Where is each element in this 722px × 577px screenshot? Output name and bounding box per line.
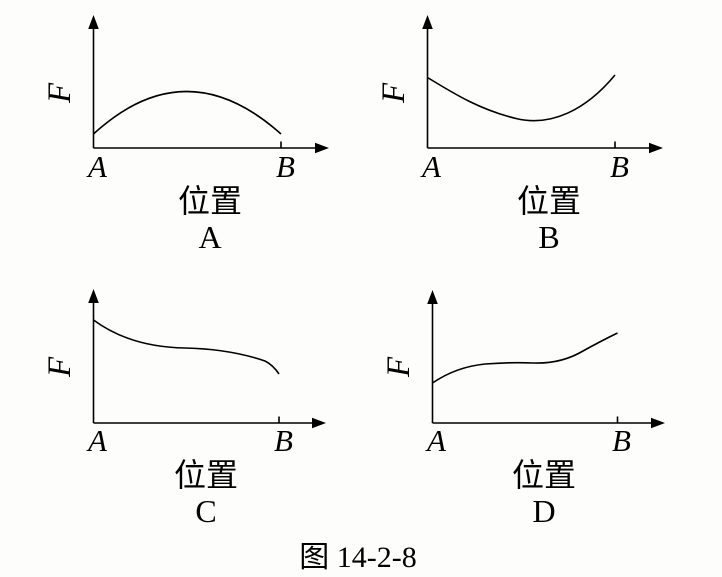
svg-text:A: A (420, 149, 442, 184)
svg-text:B: B (610, 149, 629, 184)
svg-text:位置: 位置 (512, 457, 576, 493)
svg-text:B: B (276, 149, 295, 184)
svg-text:B: B (274, 423, 293, 458)
svg-text:B: B (612, 423, 631, 458)
svg-text:B: B (538, 219, 559, 255)
svg-text:F: F (376, 82, 412, 104)
svg-text:位置: 位置 (517, 183, 581, 219)
svg-text:D: D (532, 493, 555, 529)
svg-text:A: A (86, 149, 108, 184)
svg-text:A: A (198, 219, 221, 255)
svg-text:F: F (42, 82, 78, 104)
svg-text:F: F (42, 356, 78, 378)
svg-text:位置: 位置 (174, 457, 238, 493)
svg-text:F: F (381, 356, 417, 378)
svg-text:图 14-2-8: 图 14-2-8 (299, 541, 416, 574)
svg-text:位置: 位置 (178, 183, 242, 219)
svg-text:A: A (86, 423, 108, 458)
svg-text:C: C (195, 493, 216, 529)
svg-text:A: A (425, 423, 447, 458)
